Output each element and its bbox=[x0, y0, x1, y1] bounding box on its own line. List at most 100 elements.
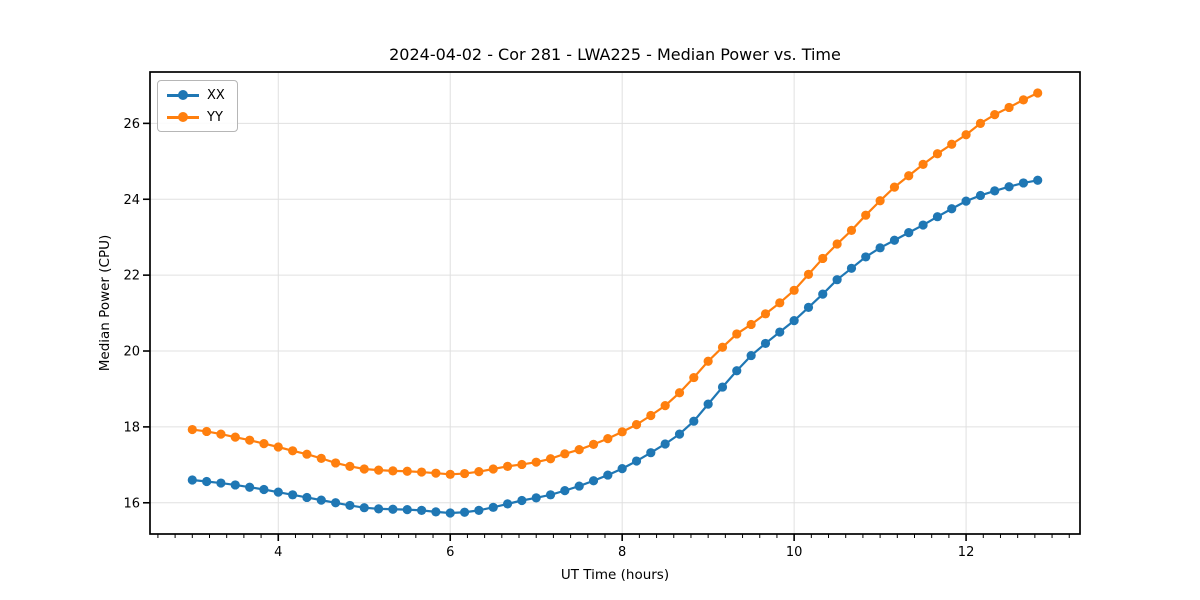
series-marker-yy bbox=[588, 439, 599, 449]
series-marker-xx bbox=[803, 302, 814, 312]
series-marker-xx bbox=[230, 480, 240, 490]
series-marker-yy bbox=[904, 171, 914, 181]
series-marker-xx bbox=[374, 504, 384, 514]
series-marker-xx bbox=[832, 275, 842, 285]
legend: XX YY bbox=[157, 80, 238, 132]
series-marker-xx bbox=[417, 505, 427, 515]
y-tick-label: 24 bbox=[123, 193, 140, 208]
series-marker-xx bbox=[588, 476, 599, 486]
series-marker-yy bbox=[803, 269, 814, 279]
y-tick-label: 26 bbox=[123, 117, 140, 132]
series-marker-xx bbox=[560, 486, 570, 496]
series-marker-yy bbox=[789, 285, 799, 295]
series-marker-yy bbox=[187, 424, 197, 435]
series-marker-yy bbox=[875, 196, 885, 206]
series-marker-yy bbox=[603, 434, 613, 444]
series-marker-xx bbox=[488, 502, 498, 512]
series-marker-yy bbox=[617, 427, 627, 437]
series-marker-yy bbox=[889, 182, 900, 192]
series-marker-xx bbox=[689, 416, 699, 426]
y-tick-label: 22 bbox=[123, 269, 140, 284]
series-marker-xx bbox=[345, 500, 355, 511]
series-marker-xx bbox=[674, 429, 685, 439]
series-marker-xx bbox=[990, 186, 1000, 196]
series-marker-xx bbox=[603, 470, 613, 480]
series-marker-yy bbox=[918, 159, 928, 169]
series-marker-xx bbox=[273, 487, 283, 497]
series-marker-xx bbox=[359, 503, 369, 513]
series-marker-xx bbox=[431, 507, 441, 517]
series-marker-xx bbox=[531, 493, 541, 503]
series-marker-yy bbox=[273, 442, 283, 452]
x-tick-label: 6 bbox=[446, 545, 454, 560]
series-marker-xx bbox=[660, 439, 670, 449]
series-marker-yy bbox=[545, 454, 556, 464]
legend-label-yy: YY bbox=[207, 109, 223, 125]
x-tick-label: 12 bbox=[958, 545, 975, 560]
series-marker-yy bbox=[660, 401, 670, 411]
series-marker-yy bbox=[259, 438, 269, 449]
series-marker-xx bbox=[717, 382, 728, 392]
series-marker-yy bbox=[488, 464, 498, 474]
series-marker-xx bbox=[846, 263, 857, 273]
series-marker-yy bbox=[517, 459, 527, 470]
x-tick-label: 10 bbox=[786, 545, 803, 560]
series-marker-xx bbox=[732, 366, 742, 376]
series-marker-xx bbox=[889, 235, 900, 245]
series-marker-yy bbox=[674, 388, 685, 398]
series-marker-yy bbox=[1004, 102, 1014, 113]
series-marker-yy bbox=[560, 449, 570, 459]
series-marker-xx bbox=[316, 495, 326, 505]
series-marker-yy bbox=[947, 139, 957, 149]
series-marker-yy bbox=[975, 118, 986, 128]
series-marker-xx bbox=[975, 190, 986, 201]
series-marker-yy bbox=[302, 449, 312, 459]
y-axis-label: Median Power (CPU) bbox=[97, 235, 113, 371]
series-marker-yy bbox=[402, 466, 412, 476]
series-marker-yy bbox=[202, 426, 212, 437]
series-marker-yy bbox=[1018, 95, 1029, 105]
series-marker-xx bbox=[875, 243, 885, 253]
series-marker-xx bbox=[302, 492, 312, 503]
data-series bbox=[187, 88, 1043, 518]
series-marker-xx bbox=[331, 498, 341, 508]
series-marker-yy bbox=[732, 329, 742, 339]
x-tick-label: 4 bbox=[274, 545, 282, 560]
series-marker-xx bbox=[918, 220, 928, 230]
series-marker-yy bbox=[502, 461, 513, 471]
series-marker-yy bbox=[818, 253, 828, 264]
legend-label-xx: XX bbox=[207, 87, 225, 103]
series-marker-yy bbox=[746, 319, 756, 330]
series-marker-yy bbox=[846, 225, 857, 235]
series-marker-yy bbox=[689, 372, 699, 383]
y-tick-label: 16 bbox=[123, 496, 140, 511]
series-marker-xx bbox=[1033, 175, 1043, 185]
series-marker-yy bbox=[374, 465, 384, 475]
series-marker-yy bbox=[861, 210, 871, 220]
series-marker-xx bbox=[775, 327, 785, 337]
series-marker-xx bbox=[459, 507, 470, 517]
series-marker-yy bbox=[288, 446, 298, 456]
x-tick-label: 8 bbox=[618, 545, 626, 560]
series-marker-yy bbox=[331, 458, 341, 468]
series-marker-yy bbox=[388, 466, 398, 476]
series-marker-yy bbox=[230, 432, 240, 442]
series-marker-yy bbox=[932, 149, 943, 159]
y-tick-label: 18 bbox=[123, 420, 140, 435]
series-marker-xx bbox=[904, 228, 914, 238]
series-marker-yy bbox=[631, 420, 642, 430]
series-marker-xx bbox=[861, 252, 871, 262]
series-marker-yy bbox=[775, 298, 785, 308]
y-tick-label: 20 bbox=[123, 345, 140, 360]
legend-dot-yy-icon bbox=[178, 112, 188, 122]
series-marker-xx bbox=[402, 505, 412, 515]
series-marker-yy bbox=[345, 461, 355, 471]
legend-swatch-yy-icon bbox=[167, 112, 199, 122]
series-marker-xx bbox=[631, 456, 642, 466]
series-marker-yy bbox=[832, 239, 842, 249]
series-marker-xx bbox=[574, 481, 584, 491]
series-marker-xx bbox=[961, 196, 971, 206]
series-marker-xx bbox=[746, 350, 756, 361]
